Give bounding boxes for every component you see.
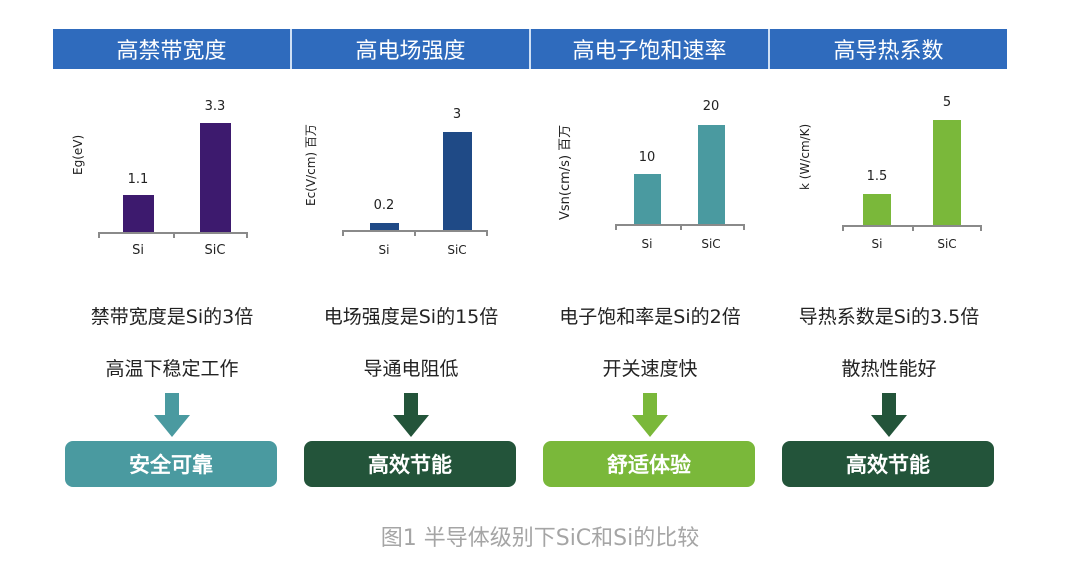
value-label-sic: 3 <box>452 107 462 122</box>
y-axis-label: Ec(V/cm) 百万 <box>304 124 318 206</box>
y-axis-label: Vsn(cm/s) 百万 <box>558 124 573 220</box>
benefit-text: 开关速度快 <box>602 358 698 380</box>
comparison-text: 禁带宽度是Si的3倍 <box>90 306 254 328</box>
category-sic: SiC <box>447 243 467 257</box>
bar-si <box>634 174 661 224</box>
category-sic: SiC <box>937 237 957 251</box>
chart-bandgap: Eg(eV) 1.1 3.3 Si SiC <box>53 80 291 270</box>
benefit-text: 散热性能好 <box>841 358 937 380</box>
axis-tick <box>342 230 344 236</box>
down-arrow-icon <box>871 393 907 437</box>
axis-tick <box>980 225 982 231</box>
column-bandgap: Eg(eV) 1.1 3.3 Si SiC 禁带宽度是Si的3倍 高温下稳定工作… <box>53 80 291 520</box>
header-thermal-conductivity: 高导热系数 <box>770 29 1007 69</box>
axis-tick <box>615 224 617 230</box>
axis-tick <box>486 230 488 236</box>
category-si: Si <box>378 243 390 257</box>
y-axis-label: Eg(eV) <box>71 134 85 175</box>
axis-tick <box>173 232 175 238</box>
category-si: Si <box>641 237 653 251</box>
result-badge-high-efficiency: 高效节能 <box>782 441 994 487</box>
axis-tick <box>414 230 416 236</box>
result-badge-high-efficiency: 高效节能 <box>304 441 516 487</box>
bar-sic <box>933 120 961 225</box>
benefit-text: 导通电阻低 <box>363 358 459 380</box>
result-badge-safe-reliable: 安全可靠 <box>65 441 277 487</box>
value-label-si: 1.1 <box>127 172 149 187</box>
value-label-si: 10 <box>638 150 656 165</box>
axis-tick <box>680 224 682 230</box>
column-thermal-conductivity: k (W/cm/K) 1.5 5 Si SiC 导热系数是Si的3.5倍 散热性… <box>770 80 1008 520</box>
value-label-sic: 20 <box>702 99 720 114</box>
axis-tick <box>98 232 100 238</box>
bar-sic <box>200 123 231 232</box>
axis-tick <box>912 225 914 231</box>
comparison-text: 电子饱和率是Si的2倍 <box>559 306 741 328</box>
y-axis-label: k (W/cm/K) <box>798 123 812 190</box>
header-saturation-velocity: 高电子饱和速率 <box>531 29 770 69</box>
benefit-text: 高温下稳定工作 <box>105 358 239 380</box>
down-arrow-icon <box>393 393 429 437</box>
chart-thermal-conductivity: k (W/cm/K) 1.5 5 Si SiC <box>770 80 1008 270</box>
bar-sic <box>443 132 472 230</box>
column-saturation-velocity: Vsn(cm/s) 百万 10 20 Si SiC 电子饱和率是Si的2倍 开关… <box>531 80 769 520</box>
chart-saturation-velocity: Vsn(cm/s) 百万 10 20 Si SiC <box>531 80 769 270</box>
header-row: 高禁带宽度 高电场强度 高电子饱和速率 高导热系数 <box>53 29 1007 69</box>
axis-tick <box>246 232 248 238</box>
header-bandgap: 高禁带宽度 <box>53 29 292 69</box>
comparison-text: 导热系数是Si的3.5倍 <box>798 306 980 328</box>
bar-sic <box>698 125 725 224</box>
column-field-strength: Ec(V/cm) 百万 0.2 3 Si SiC 电场强度是Si的15倍 导通电… <box>292 80 530 520</box>
header-field-strength: 高电场强度 <box>292 29 531 69</box>
result-badge-comfortable-experience: 舒适体验 <box>543 441 755 487</box>
category-sic: SiC <box>204 243 226 258</box>
axis-tick <box>743 224 745 230</box>
down-arrow-icon <box>154 393 190 437</box>
figure-caption: 图1 半导体级别下SiC和Si的比较 <box>380 526 700 551</box>
bar-si <box>123 195 154 232</box>
value-label-si: 0.2 <box>373 198 395 213</box>
axis-tick <box>842 225 844 231</box>
bar-si <box>863 194 891 225</box>
category-sic: SiC <box>701 237 721 251</box>
value-label-sic: 5 <box>942 95 952 110</box>
value-label-si: 1.5 <box>866 169 888 184</box>
down-arrow-icon <box>632 393 668 437</box>
category-si: Si <box>871 237 883 251</box>
value-label-sic: 3.3 <box>204 99 226 114</box>
chart-field-strength: Ec(V/cm) 百万 0.2 3 Si SiC <box>292 80 530 270</box>
bar-si <box>370 223 399 230</box>
comparison-text: 电场强度是Si的15倍 <box>323 306 499 328</box>
category-si: Si <box>132 243 144 258</box>
